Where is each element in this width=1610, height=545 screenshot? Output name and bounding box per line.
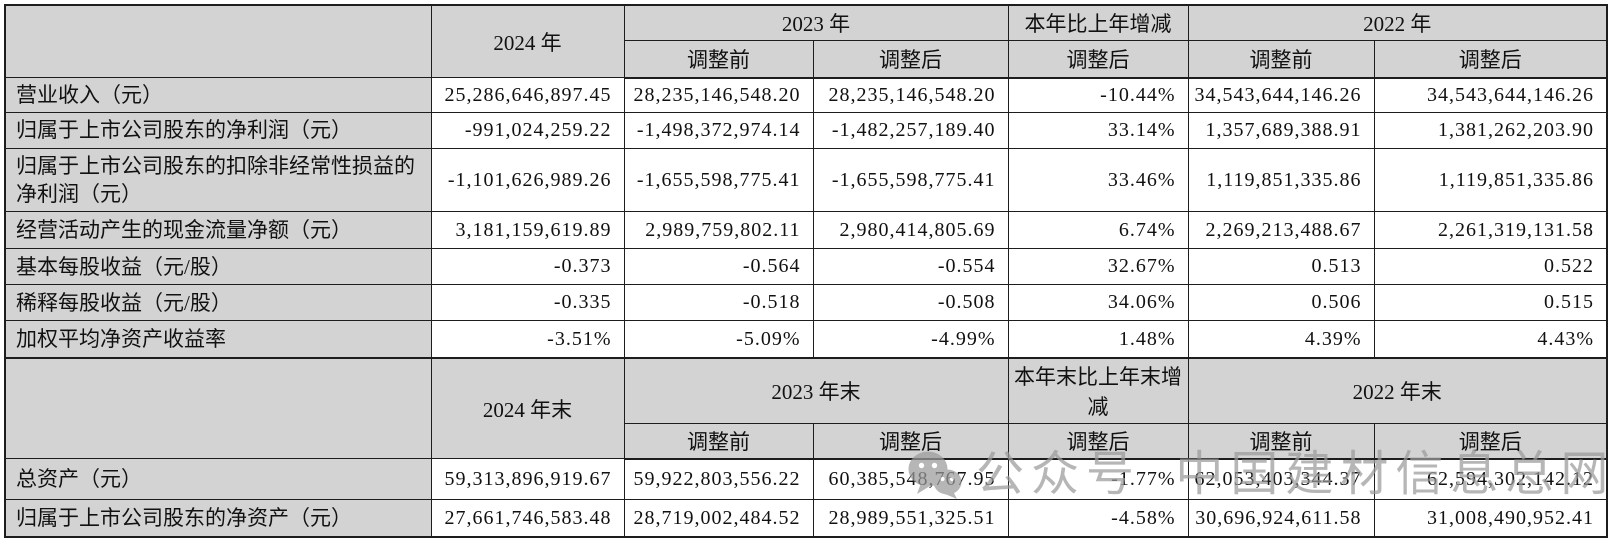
subheader-2022end-before-adjust: 调整前 bbox=[1187, 422, 1375, 460]
value-2022-before: 1,357,689,388.91 bbox=[1187, 112, 1375, 149]
value-2023-after: -4.99% bbox=[812, 320, 1009, 359]
subheader-2022-before-adjust: 调整前 bbox=[1187, 40, 1375, 79]
header-2024: 2024 年 bbox=[430, 4, 625, 78]
subheader-2023end-before-adjust: 调整前 bbox=[623, 422, 814, 460]
value-2023-before: 28,719,002,484.52 bbox=[623, 499, 814, 538]
row-label: 归属于上市公司股东的扣除非经常性损益的净利润（元） bbox=[4, 147, 432, 213]
value-yoy-change: -4.58% bbox=[1007, 499, 1189, 538]
value-2022-after: 62,594,302,142.12 bbox=[1373, 458, 1608, 501]
table-row: 归属于上市公司股东的净利润（元） -991,024,259.22 -1,498,… bbox=[4, 112, 1608, 149]
value-2022-before: 62,053,403,344.37 bbox=[1187, 458, 1375, 501]
value-2023-before: -0.564 bbox=[623, 248, 814, 286]
value-yoy-change: 1.48% bbox=[1007, 320, 1189, 359]
financial-summary-table: 2024 年 2023 年 本年比上年增减 2022 年 调整前 调整后 调整后… bbox=[4, 4, 1608, 538]
value-2022-after: 1,119,851,335.86 bbox=[1373, 147, 1608, 213]
value-2022-after: 0.515 bbox=[1373, 284, 1608, 322]
row-label: 归属于上市公司股东的净资产（元） bbox=[4, 499, 432, 538]
table-row: 总资产（元） 59,313,896,919.67 59,922,803,556.… bbox=[4, 458, 1608, 501]
value-yoy-change: 34.06% bbox=[1007, 284, 1189, 322]
header-yearend-change: 本年末比上年末增减 bbox=[1007, 356, 1189, 424]
row-label: 营业收入（元） bbox=[4, 76, 432, 114]
value-yoy-change: -10.44% bbox=[1007, 76, 1189, 114]
subheader-2023-after-adjust: 调整后 bbox=[812, 40, 1009, 79]
value-2023-after: 60,385,548,767.95 bbox=[812, 458, 1009, 501]
value-2023-before: -0.518 bbox=[623, 284, 814, 322]
header-2022: 2022 年 bbox=[1187, 4, 1608, 41]
value-2022-after: 2,261,319,131.58 bbox=[1373, 211, 1608, 250]
value-2022-after: 1,381,262,203.90 bbox=[1373, 112, 1608, 149]
header-2024-end: 2024 年末 bbox=[430, 356, 625, 460]
value-2024: 25,286,646,897.45 bbox=[430, 76, 625, 114]
value-2022-after: 34,543,644,146.26 bbox=[1373, 76, 1608, 114]
value-2022-after: 0.522 bbox=[1373, 248, 1608, 286]
value-2022-before: 1,119,851,335.86 bbox=[1187, 147, 1375, 213]
table-row: 营业收入（元） 25,286,646,897.45 28,235,146,548… bbox=[4, 76, 1608, 114]
subheader-endchange-after-adjust: 调整后 bbox=[1007, 422, 1189, 460]
table-row: 归属于上市公司股东的扣除非经常性损益的净利润（元） -1,101,626,989… bbox=[4, 147, 1608, 213]
header-2023: 2023 年 bbox=[623, 4, 1009, 41]
value-2023-before: 28,235,146,548.20 bbox=[623, 76, 814, 114]
value-2022-before: 4.39% bbox=[1187, 320, 1375, 359]
table-row: 经营活动产生的现金流量净额（元） 3,181,159,619.89 2,989,… bbox=[4, 211, 1608, 250]
value-2022-before: 30,696,924,611.58 bbox=[1187, 499, 1375, 538]
table-row: 稀释每股收益（元/股） -0.335 -0.518 -0.508 34.06% … bbox=[4, 284, 1608, 322]
row-label: 基本每股收益（元/股） bbox=[4, 248, 432, 286]
value-2023-before: -5.09% bbox=[623, 320, 814, 359]
value-2022-after: 4.43% bbox=[1373, 320, 1608, 359]
value-2024: 59,313,896,919.67 bbox=[430, 458, 625, 501]
value-yoy-change: 6.74% bbox=[1007, 211, 1189, 250]
table-row: 加权平均净资产收益率 -3.51% -5.09% -4.99% 1.48% 4.… bbox=[4, 320, 1608, 359]
header-2023-end: 2023 年末 bbox=[623, 356, 1009, 424]
value-2022-before: 0.506 bbox=[1187, 284, 1375, 322]
header-blank-s1 bbox=[4, 4, 432, 78]
value-2024: -0.373 bbox=[430, 248, 625, 286]
subheader-change-after-adjust: 调整后 bbox=[1007, 40, 1189, 79]
subheader-2023-before-adjust: 调整前 bbox=[623, 40, 814, 79]
value-yoy-change: 33.46% bbox=[1007, 147, 1189, 213]
subheader-2022end-after-adjust: 调整后 bbox=[1373, 422, 1608, 460]
value-yoy-change: 32.67% bbox=[1007, 248, 1189, 286]
value-2023-before: -1,498,372,974.14 bbox=[623, 112, 814, 149]
row-label: 稀释每股收益（元/股） bbox=[4, 284, 432, 322]
value-2023-after: 28,989,551,325.51 bbox=[812, 499, 1009, 538]
value-yoy-change: -1.77% bbox=[1007, 458, 1189, 501]
row-label: 归属于上市公司股东的净利润（元） bbox=[4, 112, 432, 149]
value-yoy-change: 33.14% bbox=[1007, 112, 1189, 149]
row-label: 加权平均净资产收益率 bbox=[4, 320, 432, 359]
subheader-2022-after-adjust: 调整后 bbox=[1373, 40, 1608, 79]
value-2023-after: -0.554 bbox=[812, 248, 1009, 286]
value-2022-before: 34,543,644,146.26 bbox=[1187, 76, 1375, 114]
value-2023-after: 28,235,146,548.20 bbox=[812, 76, 1009, 114]
header-blank-s2 bbox=[4, 356, 432, 460]
value-2022-before: 0.513 bbox=[1187, 248, 1375, 286]
value-2024: -1,101,626,989.26 bbox=[430, 147, 625, 213]
value-2023-after: -1,655,598,775.41 bbox=[812, 147, 1009, 213]
value-2023-before: -1,655,598,775.41 bbox=[623, 147, 814, 213]
table-row: 基本每股收益（元/股） -0.373 -0.564 -0.554 32.67% … bbox=[4, 248, 1608, 286]
header-2022-end: 2022 年末 bbox=[1187, 356, 1608, 424]
subheader-2023end-after-adjust: 调整后 bbox=[812, 422, 1009, 460]
value-2022-before: 2,269,213,488.67 bbox=[1187, 211, 1375, 250]
value-2023-before: 59,922,803,556.22 bbox=[623, 458, 814, 501]
value-2024: 3,181,159,619.89 bbox=[430, 211, 625, 250]
value-2022-after: 31,008,490,952.41 bbox=[1373, 499, 1608, 538]
value-2024: -991,024,259.22 bbox=[430, 112, 625, 149]
value-2024: 27,661,746,583.48 bbox=[430, 499, 625, 538]
header-yoy-change: 本年比上年增减 bbox=[1007, 4, 1189, 41]
row-label: 经营活动产生的现金流量净额（元） bbox=[4, 211, 432, 250]
row-label: 总资产（元） bbox=[4, 458, 432, 501]
value-2023-before: 2,989,759,802.11 bbox=[623, 211, 814, 250]
value-2024: -0.335 bbox=[430, 284, 625, 322]
value-2023-after: 2,980,414,805.69 bbox=[812, 211, 1009, 250]
value-2023-after: -1,482,257,189.40 bbox=[812, 112, 1009, 149]
table-row: 归属于上市公司股东的净资产（元） 27,661,746,583.48 28,71… bbox=[4, 499, 1608, 538]
value-2023-after: -0.508 bbox=[812, 284, 1009, 322]
value-2024: -3.51% bbox=[430, 320, 625, 359]
